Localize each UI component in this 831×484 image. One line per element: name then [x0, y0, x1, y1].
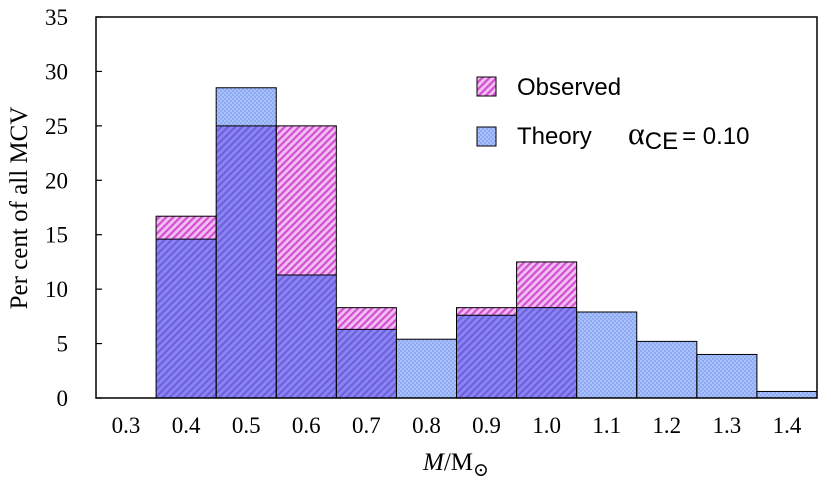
x-tick-label-0.5: 0.5 [232, 413, 261, 438]
x-tick-label-1.4: 1.4 [773, 413, 802, 438]
x-axis-label: M/M⊙ [422, 449, 489, 481]
bar-overlap-1.0 [516, 307, 577, 398]
y-tick-label-0: 0 [57, 386, 69, 411]
legend: Observed Theory αCE = 0.10 [476, 74, 750, 155]
bar-observed-0.7 [336, 307, 397, 330]
x-tick-label-1.3: 1.3 [713, 413, 742, 438]
bar-overlap-0.7 [336, 329, 397, 398]
bar-theory-0.8 [396, 339, 457, 398]
legend-label-observed: Observed [517, 74, 621, 101]
y-axis-label: Per cent of all MCV [6, 107, 33, 310]
bar-observed-1.0 [516, 261, 577, 308]
bar-observed-0.9 [456, 307, 517, 316]
bar-theory-1.1 [576, 312, 637, 398]
bar-overlap-0.4 [156, 239, 217, 398]
legend-swatch-observed [476, 76, 497, 97]
y-tick-label-10: 10 [45, 277, 68, 302]
y-tick-label-15: 15 [45, 223, 68, 248]
bar-overlap-0.5 [216, 125, 277, 398]
x-tick-label-0.7: 0.7 [352, 413, 381, 438]
y-tick-label-35: 35 [45, 5, 68, 30]
x-tick-label-1.1: 1.1 [592, 413, 621, 438]
bar-observed-0.6 [276, 125, 337, 275]
x-axis: 0.3 0.4 0.5 0.6 0.7 0.8 0.9 1.0 1.1 1.2 1.3 1.4 [112, 413, 802, 438]
x-tick-label-0.8: 0.8 [412, 413, 441, 438]
x-tick-label-0.3: 0.3 [112, 413, 141, 438]
y-tick-label-5: 5 [57, 332, 69, 357]
x-tick-label-0.4: 0.4 [172, 413, 201, 438]
x-tick-label-0.9: 0.9 [472, 413, 501, 438]
legend-alpha-ce: αCE = 0.10 [628, 115, 750, 155]
x-tick-label-1.2: 1.2 [652, 413, 681, 438]
bar-observed-0.4 [156, 216, 217, 240]
y-axis: 0 5 10 15 20 25 30 35 [45, 5, 102, 411]
bar-theory-1.2 [636, 341, 697, 398]
bar-theory-1.3 [696, 354, 757, 398]
plot-frame [95, 16, 818, 399]
bar-theory-1.4 [756, 391, 817, 398]
y-tick-label-20: 20 [45, 168, 68, 193]
bar-overlap-0.9 [456, 315, 517, 398]
y-tick-label-30: 30 [45, 59, 68, 84]
x-tick-label-0.6: 0.6 [292, 413, 321, 438]
legend-swatch-theory [476, 126, 497, 147]
plot-area [155, 87, 818, 399]
bar-overlap-0.6 [276, 274, 337, 398]
y-tick-label-25: 25 [45, 114, 68, 139]
bar-theory-0.5 [216, 87, 277, 126]
legend-label-theory: Theory [517, 123, 592, 150]
x-tick-label-1.0: 1.0 [532, 413, 561, 438]
